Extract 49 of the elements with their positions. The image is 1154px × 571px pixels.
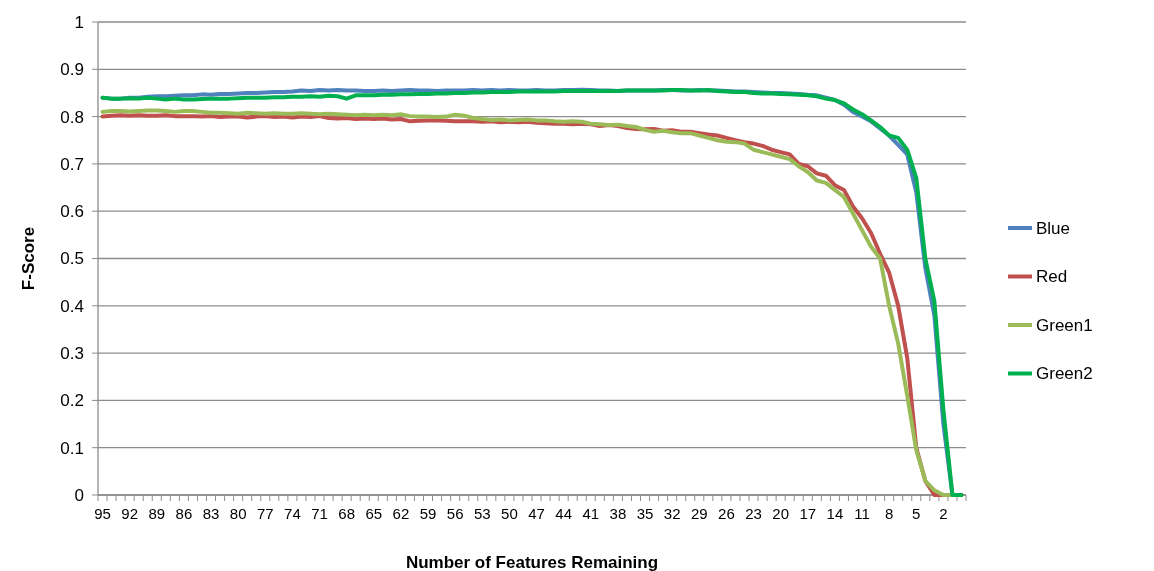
x-tick-label: 50	[501, 505, 518, 522]
x-tick-label: 86	[175, 505, 193, 522]
x-tick-label: 20	[772, 505, 789, 522]
x-tick-label: 71	[311, 505, 328, 522]
x-tick-label: 14	[826, 505, 844, 522]
legend-label: Green1	[1036, 315, 1093, 335]
x-axis-title: Number of Features Remaining	[405, 553, 659, 571]
y-tick-label: 0.5	[60, 249, 84, 269]
y-tick-label: 1	[74, 12, 84, 32]
x-tick-label: 56	[446, 505, 464, 522]
y-tick-label: 0	[74, 485, 84, 505]
x-tick-label: 62	[392, 505, 410, 522]
x-tick-label: 47	[528, 505, 545, 522]
x-tick-label: 5	[912, 505, 921, 522]
x-tick-label: 29	[690, 505, 708, 522]
y-tick-label: 0.8	[60, 107, 84, 127]
x-tick-label: 59	[419, 505, 437, 522]
legend-label: Blue	[1036, 218, 1071, 238]
y-tick-label: 0.3	[60, 344, 84, 364]
y-axis-title: F-Score	[19, 226, 38, 291]
x-tick-label: 41	[582, 505, 600, 522]
x-tick-label: 80	[229, 505, 247, 522]
x-tick-label: 83	[202, 505, 220, 522]
y-tick-label: 0.7	[60, 154, 84, 174]
y-tick-label: 0.4	[60, 296, 84, 316]
x-tick-label: 26	[718, 505, 735, 522]
y-tick-label: 0.6	[60, 202, 84, 222]
x-tick-label: 95	[94, 505, 111, 522]
x-tick-label: 11	[854, 505, 870, 522]
x-tick-label: 17	[799, 505, 817, 522]
x-tick-label: 2	[939, 505, 948, 522]
x-tick-label: 53	[473, 505, 491, 522]
legend-label: Red	[1036, 267, 1068, 287]
x-tick-label: 23	[745, 505, 762, 522]
x-tick-label: 74	[284, 505, 301, 522]
y-tick-label: 0.2	[60, 391, 84, 411]
y-tick-label: 0.1	[60, 438, 84, 458]
x-tick-label: 77	[256, 505, 274, 522]
x-tick-label: 89	[148, 505, 166, 522]
x-tick-label: 8	[884, 505, 894, 522]
x-tick-label: 92	[121, 505, 138, 522]
x-tick-label: 32	[663, 505, 681, 522]
x-tick-label: 65	[365, 505, 383, 522]
x-tick-label: 38	[609, 505, 627, 522]
x-tick-label: 35	[636, 505, 654, 522]
legend-label: Green2	[1036, 364, 1093, 384]
y-tick-label: 0.9	[60, 60, 84, 80]
x-tick-label: 68	[338, 505, 355, 522]
x-tick-label: 44	[555, 505, 572, 522]
